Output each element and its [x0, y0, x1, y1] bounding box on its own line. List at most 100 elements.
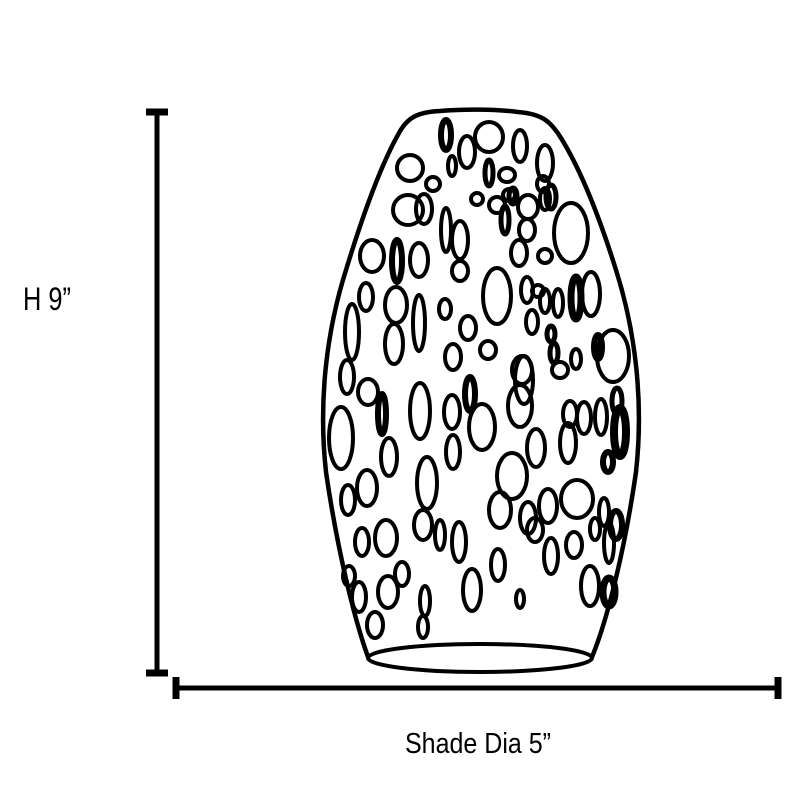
bubble — [446, 154, 458, 178]
bubble — [393, 560, 411, 588]
bubble — [536, 247, 554, 265]
bubble — [376, 574, 400, 610]
bubble — [439, 206, 453, 254]
bubble — [600, 449, 616, 475]
bubble — [418, 584, 432, 618]
bubble — [373, 518, 399, 558]
bubble — [355, 468, 379, 508]
bubble — [450, 259, 470, 283]
bubble — [509, 238, 529, 268]
bubble — [424, 175, 442, 193]
height-label: H 9” — [23, 281, 71, 317]
bubble — [411, 293, 427, 353]
bubble — [535, 143, 555, 183]
bubble — [544, 323, 558, 345]
bubble — [501, 187, 517, 203]
bubble — [525, 516, 545, 544]
bubble — [514, 588, 526, 610]
bubble — [350, 580, 368, 614]
shade-drawing — [320, 107, 642, 674]
bubble — [525, 427, 547, 469]
bubble — [517, 217, 537, 243]
bubble — [408, 241, 430, 279]
shade-outline — [320, 107, 642, 658]
bubble — [383, 285, 409, 325]
bubble — [438, 117, 454, 153]
bubble — [415, 455, 439, 511]
diameter-dimension: Shade Dia 5” — [172, 677, 782, 760]
bubble — [575, 400, 593, 436]
bubble — [416, 614, 430, 640]
bubble — [389, 237, 405, 285]
bubble — [542, 536, 560, 576]
bubble — [462, 374, 478, 414]
bubble — [482, 157, 496, 189]
bubble — [414, 192, 434, 226]
bubble — [357, 281, 375, 313]
bubble — [437, 297, 453, 321]
bubble — [433, 518, 447, 552]
bubble — [395, 153, 425, 183]
bubble — [579, 564, 601, 608]
bubble — [327, 405, 355, 471]
bubble — [552, 201, 590, 265]
bubble — [444, 433, 462, 471]
bubble — [506, 383, 534, 429]
bubble — [412, 508, 434, 542]
bubble — [487, 490, 513, 530]
bubble — [489, 547, 507, 583]
diameter-label: Shade Dia 5” — [405, 728, 551, 760]
bubble — [356, 377, 380, 407]
bubble — [580, 270, 602, 318]
bubble — [408, 381, 432, 441]
bubble — [473, 120, 505, 154]
bubble — [610, 404, 630, 460]
bubble — [602, 521, 616, 565]
bubble — [338, 358, 356, 396]
bubble — [375, 391, 389, 437]
bubble — [478, 339, 498, 361]
bubble — [550, 360, 570, 380]
bubble — [383, 322, 405, 366]
bubble — [379, 436, 399, 478]
bubble — [339, 483, 357, 517]
bubble — [558, 421, 578, 465]
bubble — [591, 332, 605, 362]
bubble — [353, 526, 371, 558]
bubble — [506, 185, 520, 207]
bubble — [516, 193, 540, 221]
bubble — [564, 530, 584, 560]
bubble — [498, 203, 512, 237]
bubble — [599, 574, 619, 610]
bubble — [443, 342, 463, 372]
bubble — [513, 354, 535, 406]
bubble — [343, 302, 361, 362]
bubble — [537, 487, 559, 525]
bubble — [511, 128, 529, 164]
bubble — [341, 564, 357, 588]
bubble-pattern — [327, 117, 631, 640]
bubble — [559, 478, 595, 520]
height-dimension: H 9” — [23, 108, 168, 677]
bubble — [450, 219, 470, 261]
bubble — [469, 191, 485, 207]
bubble — [538, 186, 552, 212]
bubble — [543, 182, 559, 212]
bubble — [551, 287, 565, 319]
bubble — [457, 134, 477, 170]
shade-base-rim — [366, 642, 594, 674]
bubble — [588, 516, 602, 542]
bubble — [458, 314, 478, 342]
bubble — [547, 340, 561, 366]
bubble — [524, 308, 540, 336]
bubble — [593, 397, 609, 437]
bubble — [365, 610, 385, 640]
bubble — [481, 266, 513, 326]
bubble — [391, 193, 425, 227]
bubble — [495, 451, 529, 501]
bubble — [450, 520, 468, 564]
bubble — [569, 347, 583, 371]
bubble — [461, 567, 483, 613]
